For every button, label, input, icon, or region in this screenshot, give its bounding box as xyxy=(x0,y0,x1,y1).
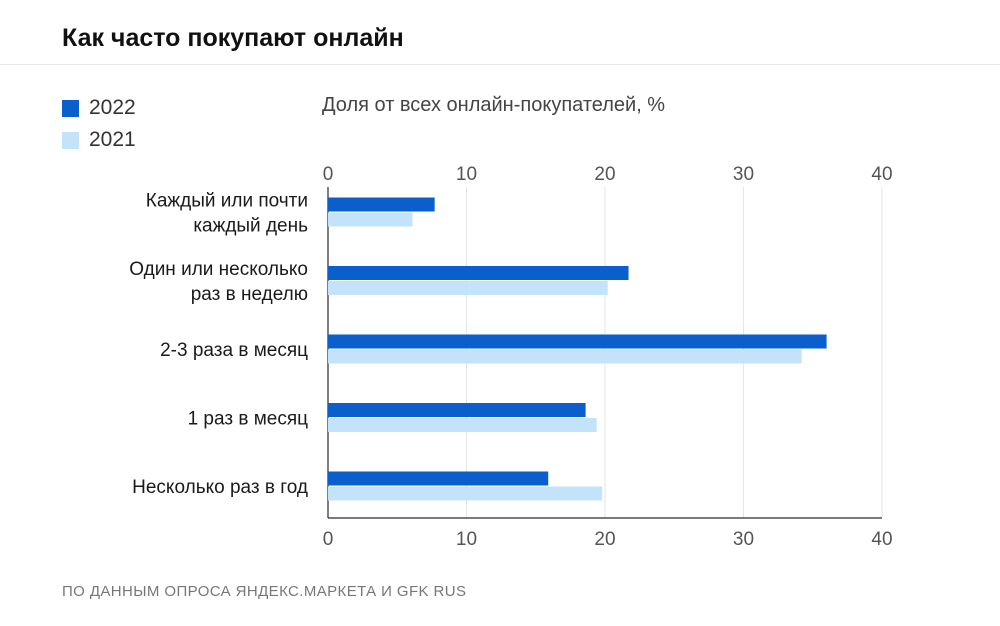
category-label: Один или несколько xyxy=(129,259,308,280)
category-label: 2-3 раза в месяц xyxy=(160,340,308,361)
x-tick-label-bottom: 40 xyxy=(871,529,892,550)
legend-item-2021: 2021 xyxy=(62,124,136,156)
x-tick-label-bottom: 30 xyxy=(733,529,754,550)
bar-2022-2 xyxy=(328,334,827,349)
category-label: каждый день xyxy=(193,216,308,237)
chart-title: Как часто покупают онлайн xyxy=(62,24,404,52)
x-tick-label-top: 40 xyxy=(871,164,892,185)
bar-2022-1 xyxy=(328,266,629,280)
category-label: раз в неделю xyxy=(191,284,308,305)
legend-item-2022: 2022 xyxy=(62,92,136,124)
x-tick-label-bottom: 10 xyxy=(456,529,477,550)
bar-2022-3 xyxy=(328,403,586,417)
bar-2021-0 xyxy=(328,212,413,227)
bar-2021-1 xyxy=(328,281,608,295)
x-tick-label-bottom: 0 xyxy=(323,529,334,550)
axis-subtitle: Доля от всех онлайн-покупателей, % xyxy=(322,94,666,116)
bar-2021-4 xyxy=(328,486,603,501)
legend: 2022 2021 xyxy=(62,92,136,156)
bar-2022-0 xyxy=(328,197,435,212)
bar-2021-2 xyxy=(328,349,802,364)
x-tick-label-top: 0 xyxy=(323,164,334,185)
x-tick-label-top: 10 xyxy=(456,164,477,185)
legend-swatch-2021 xyxy=(62,131,79,149)
x-tick-label-top: 20 xyxy=(594,164,615,185)
x-tick-label-bottom: 20 xyxy=(594,529,615,550)
category-label: Каждый или почти xyxy=(146,191,308,212)
bar-2021-3 xyxy=(328,418,597,432)
category-label: Несколько раз в год xyxy=(132,477,308,498)
category-label: 1 раз в месяц xyxy=(188,409,309,430)
x-tick-label-top: 30 xyxy=(733,164,754,185)
source-note: ПО ДАННЫМ ОПРОСА ЯНДЕКС.МАРКЕТА И GFK RU… xyxy=(62,583,467,600)
legend-swatch-2022 xyxy=(62,99,79,117)
title-divider xyxy=(0,64,1000,65)
legend-label-2022: 2022 xyxy=(89,96,136,119)
bar-2022-4 xyxy=(328,471,549,486)
legend-label-2021: 2021 xyxy=(89,128,136,151)
